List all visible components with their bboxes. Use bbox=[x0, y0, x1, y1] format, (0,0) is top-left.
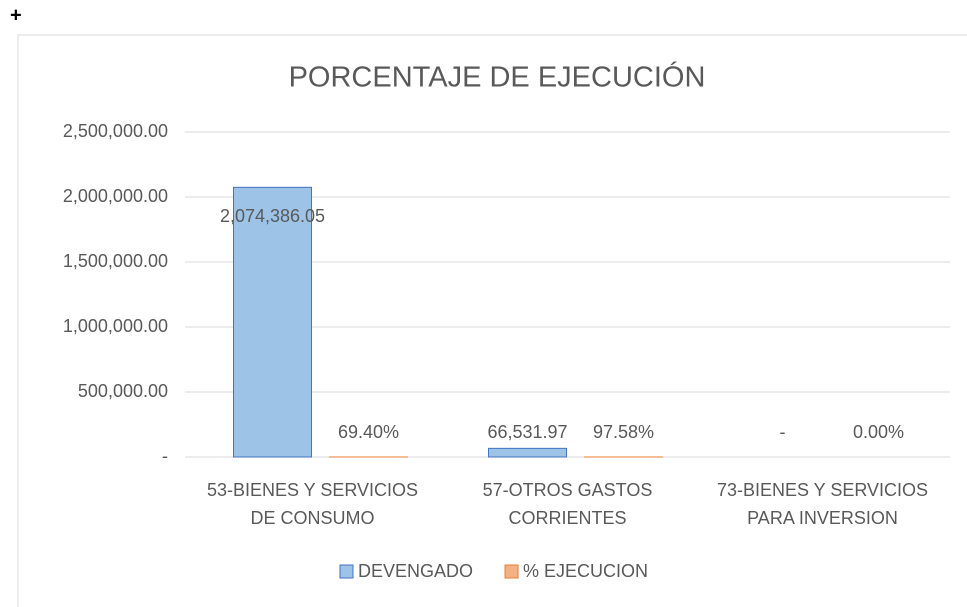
y-tick-label: - bbox=[162, 446, 168, 466]
corner-mark: + bbox=[10, 4, 22, 26]
chart-frame bbox=[17, 34, 967, 607]
x-tick-label: 53-BIENES Y SERVICIOS DE CONSUMO bbox=[206, 480, 419, 528]
data-label: - bbox=[780, 422, 786, 442]
bar bbox=[233, 186, 312, 458]
bar bbox=[488, 447, 567, 458]
x-tick-label: 73-BIENES Y SERVICIOS PARA INVERSION bbox=[716, 480, 929, 528]
legend-swatch bbox=[339, 564, 354, 579]
data-label: 69.40% bbox=[338, 422, 399, 442]
data-label: 66,531.97 bbox=[487, 422, 567, 442]
y-tick-label: 500,000.00 bbox=[78, 381, 168, 401]
data-label: 97.58% bbox=[593, 422, 654, 442]
x-tick-label: 57-OTROS GASTOS CORRIENTES bbox=[482, 480, 653, 528]
data-label: 0.00% bbox=[853, 422, 904, 442]
chart-title: PORCENTAJE DE EJECUCIÓN bbox=[289, 61, 706, 94]
y-tick-label: 2,000,000.00 bbox=[63, 186, 168, 206]
legend-label: % EJECUCION bbox=[523, 561, 648, 581]
legend-label: DEVENGADO bbox=[358, 561, 473, 581]
y-tick-label: 2,500,000.00 bbox=[63, 121, 168, 141]
legend-swatch bbox=[504, 564, 519, 579]
y-tick-label: 1,500,000.00 bbox=[63, 251, 168, 271]
y-tick-label: 1,000,000.00 bbox=[63, 316, 168, 336]
data-label: 2,074,386.05 bbox=[220, 206, 325, 226]
